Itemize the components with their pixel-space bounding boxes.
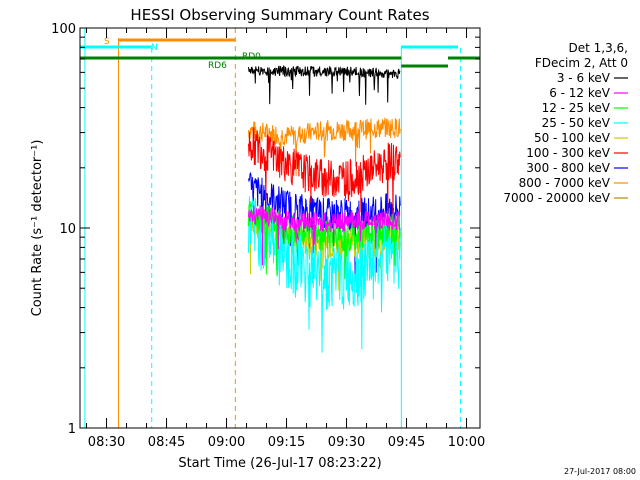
x-tick-label: 10:00 <box>448 435 485 450</box>
y-tick-label: 10 <box>59 222 76 237</box>
footer-date: 27-Jul-2017 08:00 <box>564 467 636 476</box>
y-axis-label: Count Rate (s⁻¹ detector⁻¹) <box>30 140 45 317</box>
series-line <box>248 171 401 279</box>
series-line <box>248 196 401 353</box>
series-25to50keV-kev <box>248 196 401 353</box>
flag-label-n: N <box>151 43 158 53</box>
legend-header: FDecim 2, Att 0 <box>535 56 628 70</box>
legend-label: 12 - 25 keV <box>542 101 611 115</box>
flag-label-rd6: RD6 <box>208 61 227 71</box>
legend-label: 800 - 7000 keV <box>519 176 611 190</box>
x-axis-label: Start Time (26-Jul-17 08:23:22) <box>178 456 381 471</box>
series-line <box>248 127 401 224</box>
y-tick-label: 100 <box>51 22 76 37</box>
flag-label-rd0: RD0 <box>242 52 261 62</box>
series-3to6keV-kev <box>248 65 401 105</box>
series-line <box>248 117 401 177</box>
legend-label: 100 - 300 keV <box>526 146 610 160</box>
legend-label: 300 - 800 keV <box>526 161 610 175</box>
series-100to300keV-kev <box>248 127 401 224</box>
legend-label: 25 - 50 keV <box>542 116 611 130</box>
legend-label: 3 - 6 keV <box>557 71 611 85</box>
series-line <box>248 65 401 105</box>
series-6to12keV-kev <box>248 205 401 266</box>
series-300to800keV-kev <box>248 171 401 279</box>
legend-label: 50 - 100 keV <box>534 131 611 145</box>
x-tick-label: 09:00 <box>208 435 245 450</box>
y-tick-label: 1 <box>68 422 76 437</box>
series-800to7000keV-kev <box>248 117 401 177</box>
x-tick-label: 09:30 <box>328 435 365 450</box>
series-line <box>248 205 401 266</box>
legend-label: 7000 - 20000 keV <box>503 191 610 205</box>
x-tick-label: 08:30 <box>88 435 125 450</box>
legend-header: Det 1,3,6, <box>569 41 629 55</box>
chart-title: HESSI Observing Summary Count Rates <box>130 6 429 24</box>
x-tick-label: 08:45 <box>148 435 185 450</box>
flag-label-s: S <box>104 37 110 47</box>
legend-label: 6 - 12 keV <box>549 86 611 100</box>
x-tick-label: 09:15 <box>268 435 305 450</box>
x-tick-label: 09:45 <box>388 435 425 450</box>
